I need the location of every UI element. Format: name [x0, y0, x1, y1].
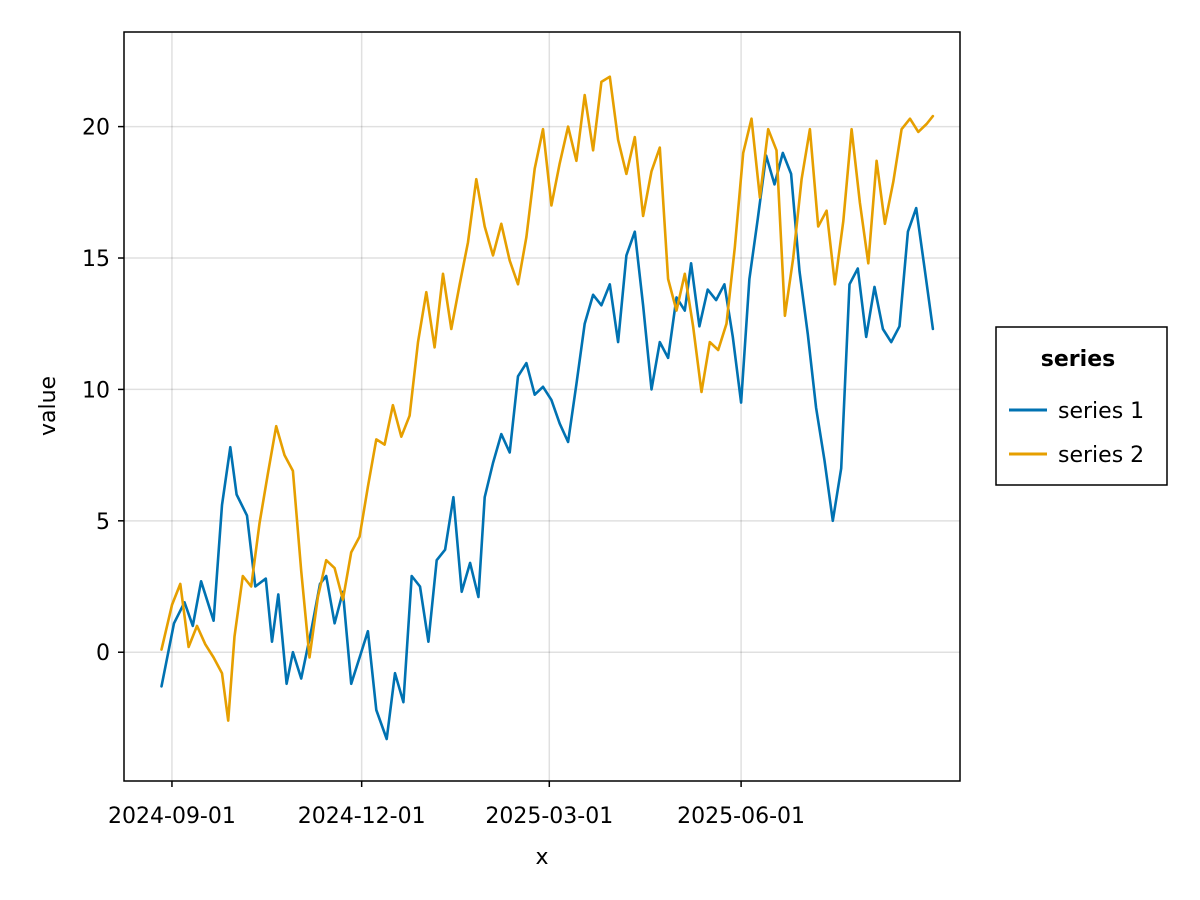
y-tick-label: 15 — [82, 247, 110, 272]
legend: series series 1 series 2 — [995, 326, 1168, 486]
series-line-2 — [160, 75, 935, 722]
y-tick-label: 0 — [96, 641, 110, 666]
x-tick-label: 2024-09-01 — [108, 804, 236, 829]
axis-ticks: 2024-09-01 2024-12-01 2025-03-01 2025-06-01… — [82, 116, 805, 829]
legend-title: series — [1041, 347, 1115, 372]
y-axis-label: value — [36, 376, 61, 436]
x-tick-label: 2024-12-01 — [298, 804, 426, 829]
grid-lines — [124, 32, 960, 781]
plot-frame — [123, 31, 961, 782]
legend-label-series-2: series 2 — [1058, 443, 1144, 468]
legend-box — [995, 326, 1168, 486]
y-tick-label: 20 — [82, 116, 110, 141]
x-tick-label: 2025-03-01 — [485, 804, 613, 829]
y-tick-label: 10 — [82, 378, 110, 403]
y-tick-label: 5 — [96, 510, 110, 535]
series-line-1 — [160, 151, 935, 741]
x-axis-label: x — [535, 845, 548, 870]
series-layer — [160, 75, 935, 741]
x-tick-label: 2025-06-01 — [677, 804, 805, 829]
legend-label-series-1: series 1 — [1058, 399, 1144, 424]
